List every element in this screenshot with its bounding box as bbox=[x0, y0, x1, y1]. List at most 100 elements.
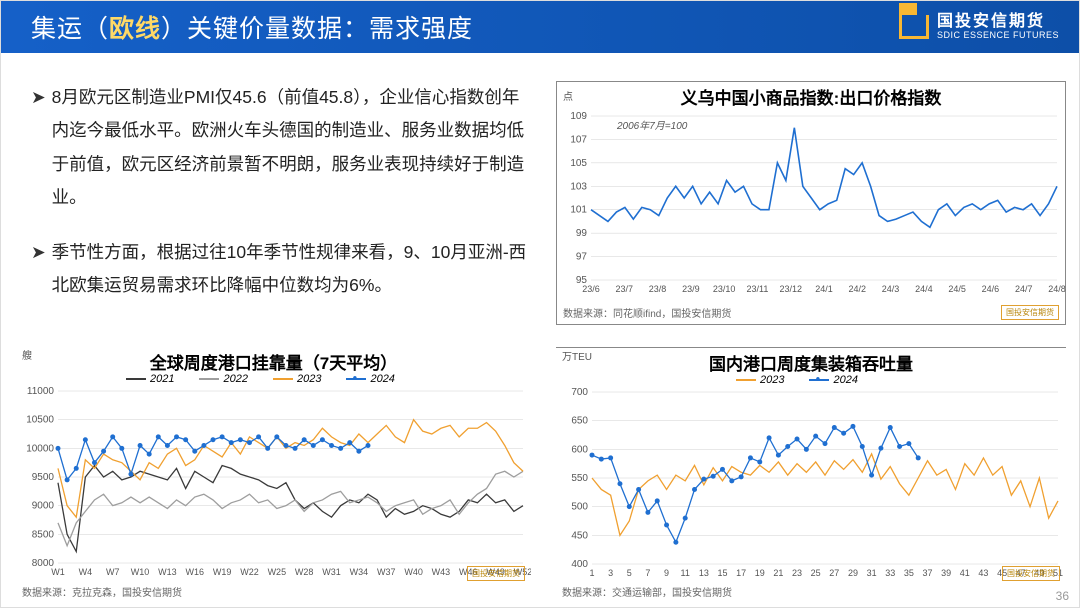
svg-text:9500: 9500 bbox=[32, 472, 55, 483]
svg-text:17: 17 bbox=[736, 568, 746, 578]
chart-mini-logo: 国投安信期货 bbox=[467, 566, 525, 581]
svg-text:23/9: 23/9 bbox=[682, 284, 700, 294]
chart-mini-logo: 国投安信期货 bbox=[1001, 305, 1059, 320]
svg-text:29: 29 bbox=[848, 568, 858, 578]
svg-text:W4: W4 bbox=[79, 567, 93, 577]
bullet-item: ➤ 8月欧元区制造业PMI仅45.6（前值45.8），企业信心指数创年内迄今最低… bbox=[31, 81, 531, 214]
svg-text:W10: W10 bbox=[131, 567, 150, 577]
svg-text:9000: 9000 bbox=[32, 501, 55, 512]
svg-text:3: 3 bbox=[608, 568, 613, 578]
y-axis-unit: 万TEU bbox=[562, 348, 592, 363]
svg-text:23/7: 23/7 bbox=[616, 284, 634, 294]
title-pre: 集运（ bbox=[31, 15, 109, 43]
page-number: 36 bbox=[1056, 589, 1069, 603]
svg-text:500: 500 bbox=[571, 502, 588, 513]
bullet-list: ➤ 8月欧元区制造业PMI仅45.6（前值45.8），企业信心指数创年内迄今最低… bbox=[31, 81, 531, 325]
svg-text:550: 550 bbox=[571, 473, 588, 484]
svg-text:31: 31 bbox=[867, 568, 877, 578]
chart-mini-logo: 国投安信期货 bbox=[1002, 566, 1060, 581]
svg-text:450: 450 bbox=[571, 530, 588, 541]
svg-text:11000: 11000 bbox=[27, 386, 55, 397]
svg-text:23: 23 bbox=[792, 568, 802, 578]
brand-logo: 国投安信期货 SDIC ESSENCE FUTURES bbox=[899, 13, 1059, 40]
logo-icon bbox=[899, 15, 929, 39]
svg-text:23/6: 23/6 bbox=[582, 284, 600, 294]
svg-text:24/3: 24/3 bbox=[882, 284, 900, 294]
svg-text:400: 400 bbox=[571, 559, 588, 570]
svg-text:24/1: 24/1 bbox=[815, 284, 833, 294]
svg-text:W31: W31 bbox=[322, 567, 341, 577]
bullet-text: 8月欧元区制造业PMI仅45.6（前值45.8），企业信心指数创年内迄今最低水平… bbox=[52, 81, 531, 214]
svg-text:10000: 10000 bbox=[26, 443, 54, 454]
chart-domestic-throughput: 万TEU 国内港口周度集装箱吞吐量 20232024 4004505005506… bbox=[556, 347, 1066, 599]
svg-text:27: 27 bbox=[829, 568, 839, 578]
svg-text:99: 99 bbox=[576, 228, 588, 239]
chart-source: 数据来源：交通运输部，国投安信期货 bbox=[562, 584, 732, 599]
svg-text:24/8: 24/8 bbox=[1048, 284, 1066, 294]
svg-text:43: 43 bbox=[978, 568, 988, 578]
y-axis-unit: 点 bbox=[563, 88, 573, 103]
svg-text:37: 37 bbox=[923, 568, 933, 578]
y-axis-unit: 艘 bbox=[22, 347, 32, 362]
svg-text:W16: W16 bbox=[186, 567, 205, 577]
bullet-text: 季节性方面，根据过往10年季节性规律来看，9、10月亚洲-西北欧集运贸易需求环比… bbox=[52, 236, 531, 303]
logo-en: SDIC ESSENCE FUTURES bbox=[937, 31, 1059, 41]
svg-text:24/6: 24/6 bbox=[982, 284, 1000, 294]
chart-source: 数据来源：克拉克森，国投安信期货 bbox=[22, 584, 182, 599]
svg-text:35: 35 bbox=[904, 568, 914, 578]
chart-yiwu-index: 义乌中国小商品指数:出口价格指数 点 2006年7月=100 959799101… bbox=[556, 81, 1066, 325]
svg-text:5: 5 bbox=[627, 568, 632, 578]
svg-text:W1: W1 bbox=[51, 567, 65, 577]
svg-text:19: 19 bbox=[755, 568, 765, 578]
bullet-icon: ➤ bbox=[31, 236, 46, 303]
svg-text:W40: W40 bbox=[404, 567, 423, 577]
svg-text:109: 109 bbox=[570, 111, 587, 122]
title-highlight: 欧线 bbox=[109, 15, 161, 43]
bullet-icon: ➤ bbox=[31, 81, 46, 214]
chart-svg: 8000850090009500100001050011000W1W4W7W10… bbox=[16, 369, 531, 585]
svg-text:W19: W19 bbox=[213, 567, 232, 577]
svg-text:23/11: 23/11 bbox=[746, 284, 768, 294]
svg-text:101: 101 bbox=[570, 205, 587, 216]
svg-text:W43: W43 bbox=[432, 567, 451, 577]
svg-text:1: 1 bbox=[589, 568, 594, 578]
chart-svg: 4004505005506006507001357911131517192123… bbox=[556, 370, 1066, 586]
svg-text:7: 7 bbox=[645, 568, 650, 578]
chart-source: 数据来源：同花顺ifind，国投安信期货 bbox=[563, 305, 731, 320]
svg-text:700: 700 bbox=[571, 387, 588, 398]
svg-text:107: 107 bbox=[570, 134, 587, 145]
svg-text:25: 25 bbox=[811, 568, 821, 578]
svg-text:W25: W25 bbox=[268, 567, 287, 577]
svg-text:W37: W37 bbox=[377, 567, 396, 577]
logo-cn: 国投安信期货 bbox=[937, 13, 1059, 31]
svg-text:97: 97 bbox=[576, 252, 588, 263]
slide-header: 集运（欧线）关键价量数据：需求强度 国投安信期货 SDIC ESSENCE FU… bbox=[1, 1, 1079, 53]
svg-text:105: 105 bbox=[570, 158, 587, 169]
logo-text: 国投安信期货 SDIC ESSENCE FUTURES bbox=[937, 13, 1059, 40]
title-post: ）关键价量数据：需求强度 bbox=[161, 15, 473, 43]
svg-text:23/10: 23/10 bbox=[713, 284, 736, 294]
svg-text:33: 33 bbox=[885, 568, 895, 578]
svg-text:W22: W22 bbox=[240, 567, 259, 577]
slide-title: 集运（欧线）关键价量数据：需求强度 bbox=[31, 9, 473, 45]
svg-text:24/5: 24/5 bbox=[948, 284, 966, 294]
svg-text:41: 41 bbox=[960, 568, 970, 578]
svg-text:10500: 10500 bbox=[26, 415, 54, 426]
svg-text:650: 650 bbox=[571, 416, 588, 427]
svg-text:23/8: 23/8 bbox=[649, 284, 667, 294]
svg-text:8500: 8500 bbox=[32, 529, 55, 540]
svg-text:600: 600 bbox=[571, 444, 588, 455]
svg-text:W28: W28 bbox=[295, 567, 314, 577]
svg-text:24/7: 24/7 bbox=[1015, 284, 1033, 294]
svg-text:103: 103 bbox=[570, 181, 587, 192]
svg-text:23/12: 23/12 bbox=[779, 284, 802, 294]
chart-global-port-calls: 艘 全球周度港口挂靠量（7天平均） 2021202220232024 80008… bbox=[16, 347, 531, 599]
chart-svg: 95979910110310510710923/623/723/823/923/… bbox=[557, 104, 1067, 304]
svg-text:21: 21 bbox=[773, 568, 783, 578]
svg-text:13: 13 bbox=[699, 568, 709, 578]
svg-text:24/2: 24/2 bbox=[849, 284, 867, 294]
svg-text:W7: W7 bbox=[106, 567, 120, 577]
svg-text:W34: W34 bbox=[350, 567, 369, 577]
svg-text:39: 39 bbox=[941, 568, 951, 578]
svg-text:11: 11 bbox=[681, 568, 690, 578]
